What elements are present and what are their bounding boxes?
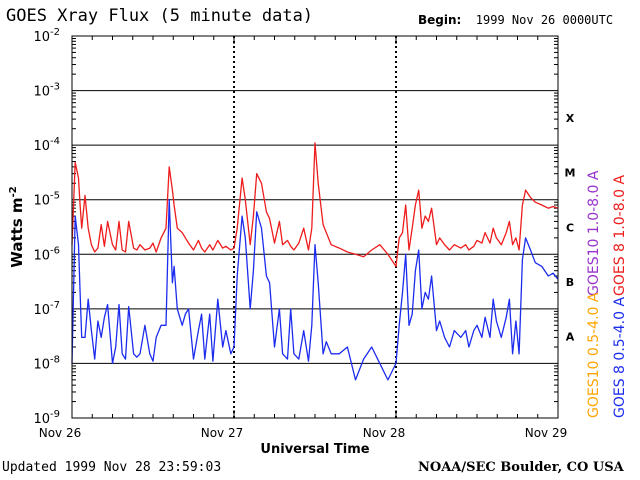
y-axis-label-sup: -2 [8,186,19,197]
grid [71,36,559,418]
flare-class-label: M [565,167,576,180]
credit-text: NOAA/SEC Boulder, CO USA [418,460,624,475]
y-tick-labels: 10-210-310-410-510-610-710-810-9 [33,27,60,427]
x-tick-label: Nov 28 [363,426,406,440]
series-line-goes-8-1-0-8-0-a [71,142,559,268]
y-tick-label: 10-8 [33,354,60,372]
y-axis-label: Watts m-2 [8,186,26,267]
flare-class-label: X [566,112,575,125]
x-tick-label: Nov 29 [525,426,568,440]
plot-frame [71,35,559,419]
flare-class-labels: X M C B A [565,112,576,343]
y-tick-base: 10 [33,412,50,427]
y-tick-label: 10-6 [33,245,60,263]
begin-key: Begin: [418,13,462,27]
y-tick-base: 10 [33,194,50,209]
x-axis-label: Universal Time [260,442,369,457]
y-tick-base: 10 [33,357,50,372]
y-tick-label: 10-2 [33,27,60,45]
y-tick-exp: -6 [50,245,60,256]
y-tick-label: 10-3 [33,82,60,100]
y-tick-label: 10-9 [33,409,60,427]
y-tick-base: 10 [33,30,50,45]
y-axis-label-text: Watts m [8,197,26,267]
y-tick-base: 10 [33,139,50,154]
y-tick-base: 10 [33,303,50,318]
y-tick-label: 10-7 [33,300,60,318]
updated-timestamp: Updated 1999 Nov 28 23:59:03 [2,460,222,475]
y-tick-exp: -9 [50,409,60,420]
y-tick-exp: -4 [50,136,60,147]
x-tick-labels: Nov 26 Nov 27 Nov 28 Nov 29 [39,426,568,440]
y-tick-exp: -7 [50,300,60,311]
legend-entry: GOES10 0.5-4.0 A [586,292,602,418]
flare-class-label: A [566,330,575,343]
series-line-goes-8-0-5-4-0-a [71,199,559,381]
y-tick-exp: -3 [50,82,60,93]
flare-class-label: C [566,221,574,234]
begin-label: Begin: 1999 Nov 26 0000UTC [418,13,613,27]
y-tick-base: 10 [33,248,50,263]
y-tick-label: 10-4 [33,136,60,154]
y-tick-exp: -8 [50,354,60,365]
chart-title: GOES Xray Flux (5 minute data) [6,6,314,26]
legend-entry: GOES 8 0.5-4.0 A [612,297,628,418]
legend-entry: GOES 8 1.0-8.0 A [612,175,628,296]
y-tick-label: 10-5 [33,191,60,209]
series-layer [71,142,559,381]
begin-value: 1999 Nov 26 0000UTC [475,13,614,27]
x-tick-label: Nov 26 [39,426,82,440]
y-tick-base: 10 [33,85,50,100]
x-tick-label: Nov 27 [201,426,244,440]
y-tick-exp: -5 [50,191,60,202]
y-tick-exp: -2 [50,27,60,38]
flare-class-label: B [566,276,574,289]
legend-entry: GOES10 1.0-8.0 A [586,170,602,296]
legend: GOES10 1.0-8.0 A GOES 8 1.0-8.0 A GOES10 0… [586,170,628,418]
